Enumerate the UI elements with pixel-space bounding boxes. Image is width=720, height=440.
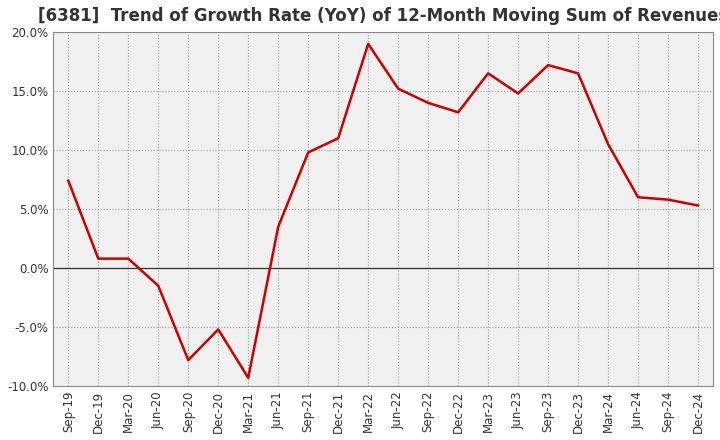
- Title: [6381]  Trend of Growth Rate (YoY) of 12-Month Moving Sum of Revenues: [6381] Trend of Growth Rate (YoY) of 12-…: [38, 7, 720, 25]
